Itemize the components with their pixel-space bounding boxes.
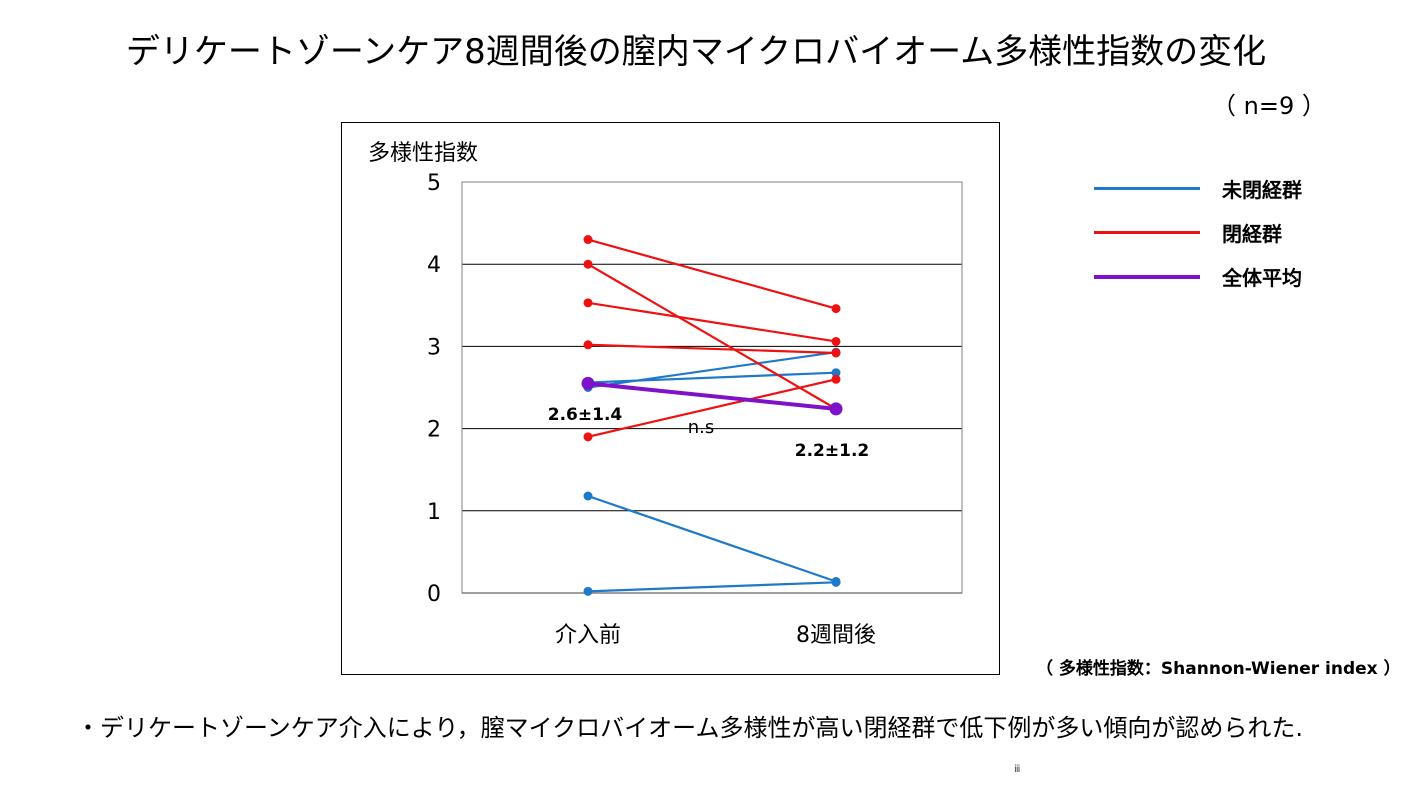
data-point bbox=[583, 340, 593, 350]
x-tick-label-before: 介入前 bbox=[555, 623, 621, 648]
series-line bbox=[587, 238, 837, 310]
stray-mark: ⅲ bbox=[1014, 764, 1021, 775]
y-tick-label-3: 3 bbox=[427, 335, 441, 360]
data-point bbox=[831, 304, 841, 314]
legend-swatch-average bbox=[1094, 275, 1200, 279]
conclusion-text: ・デリケートゾーンケア介入により，膣マイクロバイオーム多様性が高い閉経群で低下例… bbox=[76, 714, 1304, 742]
y-tick-label-1: 1 bbox=[427, 500, 441, 525]
series-line bbox=[587, 343, 837, 355]
index-note: （ 多様性指数：Shannon-Wiener index ） bbox=[1036, 659, 1401, 679]
series-individual bbox=[583, 368, 841, 388]
before-mean-annotation: 2.6±1.4 bbox=[548, 405, 623, 425]
page-title: デリケートゾーンケア8週間後の膣内マイクロバイオーム多様性指数の変化 bbox=[125, 32, 1267, 72]
series-individual bbox=[583, 491, 841, 586]
plot-area-border bbox=[461, 181, 963, 594]
series-average bbox=[581, 376, 843, 416]
y-axis-ticks: 0 1 2 3 4 5 bbox=[427, 171, 441, 607]
data-point bbox=[583, 235, 593, 245]
y-tick-label-4: 4 bbox=[427, 253, 441, 278]
legend-swatch-postmenopausal bbox=[1094, 231, 1200, 234]
sample-size-label: （ n=9 ） bbox=[1212, 92, 1326, 120]
y-tick-label-0: 0 bbox=[427, 582, 441, 607]
chart-frame bbox=[341, 122, 1000, 675]
series-individual bbox=[583, 340, 841, 358]
series-line bbox=[587, 378, 837, 438]
x-tick-label-after: 8週間後 bbox=[796, 623, 876, 648]
data-point bbox=[581, 376, 595, 390]
series-line bbox=[587, 371, 837, 384]
data-point bbox=[831, 368, 841, 378]
data-point bbox=[583, 432, 593, 442]
series-line bbox=[587, 263, 837, 410]
series-line bbox=[587, 494, 837, 583]
legend-label-premenopausal: 未閉経群 bbox=[1222, 178, 1302, 202]
series-line bbox=[587, 581, 837, 593]
y-tick-label-5: 5 bbox=[427, 171, 441, 196]
series-line bbox=[587, 381, 837, 411]
series-individual bbox=[583, 374, 841, 442]
series-line bbox=[587, 301, 837, 343]
legend-label-postmenopausal: 閉経群 bbox=[1222, 222, 1282, 246]
legend-swatch-premenopausal bbox=[1094, 187, 1200, 190]
data-point bbox=[583, 491, 593, 501]
legend-label-average: 全体平均 bbox=[1222, 266, 1302, 290]
significance-annotation: n.s bbox=[688, 417, 715, 438]
data-point bbox=[831, 336, 841, 346]
data-point bbox=[829, 402, 843, 416]
y-axis-label: 多様性指数 bbox=[368, 141, 478, 166]
data-point bbox=[831, 374, 841, 384]
data-point bbox=[831, 577, 841, 587]
series-line bbox=[587, 351, 837, 389]
after-mean-annotation: 2.2±1.2 bbox=[795, 441, 869, 461]
data-point bbox=[583, 586, 593, 596]
series-lines bbox=[581, 235, 843, 596]
y-tick-label-2: 2 bbox=[427, 418, 441, 443]
series-individual bbox=[583, 577, 841, 596]
data-point bbox=[583, 298, 593, 308]
data-point bbox=[831, 348, 841, 358]
series-individual bbox=[583, 235, 841, 314]
data-point bbox=[583, 259, 593, 269]
series-individual bbox=[583, 298, 841, 346]
